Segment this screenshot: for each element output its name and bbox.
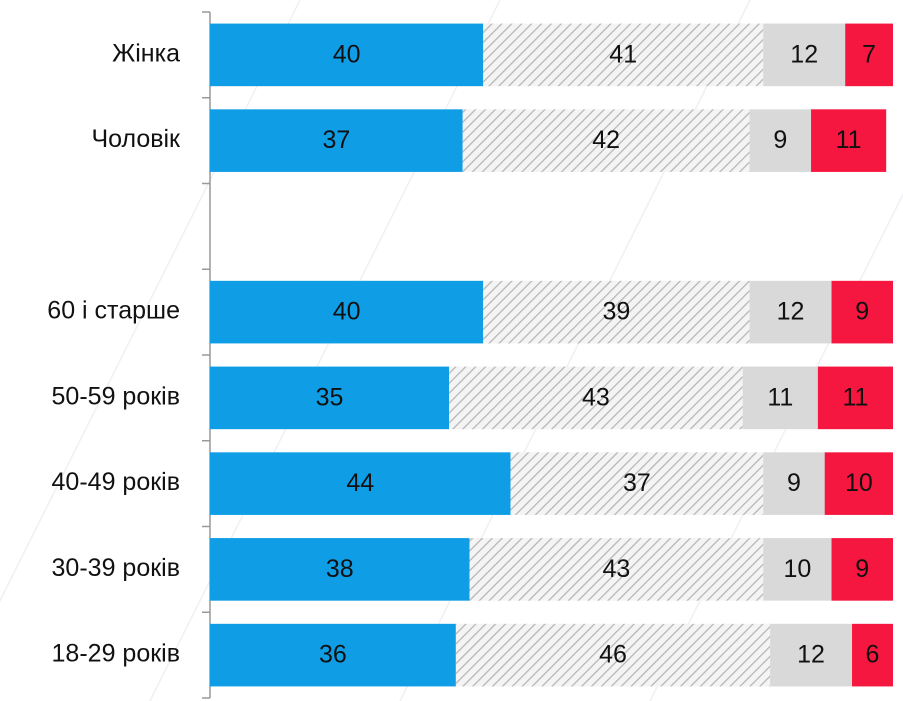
- data-label: 7: [862, 40, 876, 68]
- data-label: 43: [602, 555, 630, 583]
- data-label: 10: [783, 555, 811, 583]
- bar-segment: [455, 623, 771, 687]
- bar-segment: [831, 280, 893, 344]
- bar-segment: [770, 623, 853, 687]
- y-tick-label: Чоловік: [91, 125, 181, 153]
- bar-segment: [824, 452, 893, 515]
- bar-segment: [763, 452, 825, 515]
- bar-segment: [817, 366, 893, 430]
- data-label: 12: [790, 40, 818, 68]
- bar-segment: [210, 109, 463, 172]
- data-label: 36: [319, 641, 347, 669]
- bar-segment: [483, 23, 764, 87]
- data-label: 10: [845, 469, 873, 497]
- bar-segment: [749, 280, 832, 344]
- y-tick-label: 30-39 років: [52, 554, 180, 582]
- bar-segment: [811, 109, 887, 172]
- bar-segment: [210, 623, 456, 687]
- data-label: 42: [592, 126, 620, 154]
- bar-segment: [210, 452, 511, 515]
- data-label: 9: [855, 555, 869, 583]
- data-label: 43: [582, 383, 610, 411]
- data-label: 40: [333, 298, 361, 326]
- bar-segment: [845, 23, 893, 87]
- data-label: 37: [623, 469, 651, 497]
- data-label: 35: [316, 383, 344, 411]
- data-label: 12: [797, 641, 825, 669]
- data-label: 6: [866, 641, 880, 669]
- data-label: 37: [322, 126, 350, 154]
- y-tick-label: 18-29 років: [52, 640, 180, 668]
- bar-segment: [510, 452, 764, 515]
- y-tick-label: 50-59 років: [52, 382, 180, 410]
- data-label: 41: [609, 40, 637, 68]
- bar-segment: [763, 538, 832, 601]
- bar-segment: [852, 623, 893, 687]
- bar-segment: [831, 538, 893, 601]
- bar-segment: [210, 280, 484, 344]
- bar-segment: [210, 366, 450, 430]
- data-label: 40: [333, 40, 361, 68]
- data-label: 46: [599, 641, 627, 669]
- data-label: 44: [346, 469, 374, 497]
- y-tick-label: Жінка: [112, 39, 180, 67]
- data-label: 9: [773, 126, 787, 154]
- y-tick-label: 60 і старше: [47, 297, 180, 325]
- bar-segment: [210, 23, 484, 87]
- bar-segment: [449, 366, 743, 430]
- data-label: 39: [602, 298, 630, 326]
- data-label: 11: [842, 383, 868, 411]
- bar-segment: [742, 366, 818, 430]
- y-tick-label: 40-49 років: [52, 468, 180, 496]
- bar-segment: [462, 109, 750, 172]
- data-label: 11: [836, 126, 862, 154]
- data-label: 9: [787, 469, 801, 497]
- bar-segment: [749, 109, 812, 172]
- bar-segment: [210, 538, 470, 601]
- data-label: 38: [326, 555, 354, 583]
- data-label: 12: [777, 298, 805, 326]
- bar-segment: [483, 280, 750, 344]
- data-label: 11: [767, 383, 793, 411]
- bar-segment: [763, 23, 846, 87]
- bar-segment: [469, 538, 764, 601]
- data-label: 9: [855, 298, 869, 326]
